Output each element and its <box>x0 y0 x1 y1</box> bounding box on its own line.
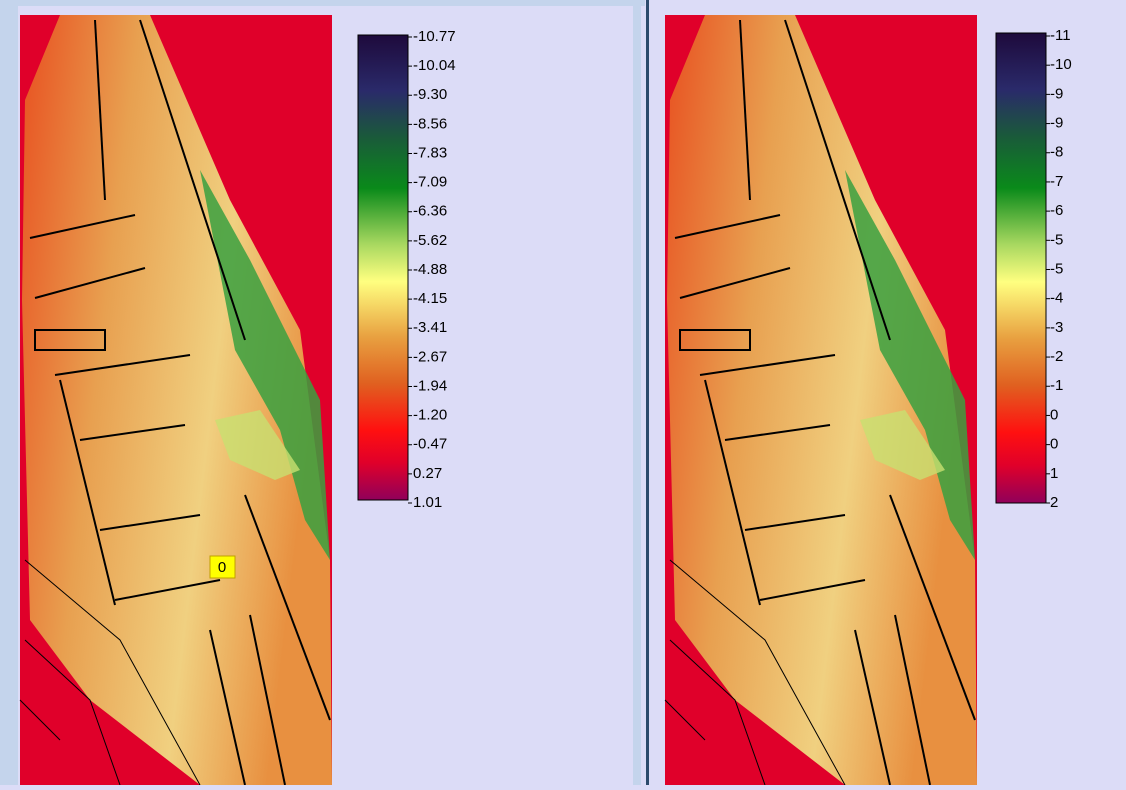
colorbar-label: -4.15 <box>413 290 447 307</box>
colorbar-label: 0 <box>1050 406 1058 423</box>
marker-label: 0 <box>218 559 226 576</box>
colorbar-label: -10.04 <box>413 57 456 74</box>
colorbar-left <box>358 35 408 500</box>
colorbar-label: -5 <box>1050 260 1063 277</box>
colorbar-label: -5.62 <box>413 232 447 249</box>
colorbar-label: -10 <box>1050 56 1072 73</box>
window-border <box>633 0 641 785</box>
colorbar-label: 1.01 <box>413 494 442 511</box>
window-border <box>0 0 645 6</box>
splitter[interactable] <box>646 0 649 785</box>
colorbar-label: -5 <box>1050 231 1063 248</box>
colorbar-label: -1.20 <box>413 407 447 424</box>
colorbar-label: -8.56 <box>413 115 447 132</box>
colorbar-label: -9 <box>1050 115 1063 132</box>
screenshot: 0 -10.77 -10.04 -9.30 -8.56 -7.83 -7.09 -6.36 -… <box>0 0 1126 785</box>
colorbar-label: -6 <box>1050 202 1063 219</box>
colorbar-right <box>996 33 1046 503</box>
window-border <box>0 0 18 785</box>
colorbar-label: -6.36 <box>413 203 447 220</box>
colorbar-label: -4.88 <box>413 261 447 278</box>
colorbar-label: -8 <box>1050 144 1063 161</box>
colorbar-label: -1.94 <box>413 377 447 394</box>
colorbar-label: 0.27 <box>413 465 442 482</box>
colorbar-label: 1 <box>1050 465 1058 482</box>
colorbar-label: -7 <box>1050 173 1063 190</box>
colorbar-label: -9 <box>1050 85 1063 102</box>
colorbar-label: -7.09 <box>413 174 447 191</box>
colorbar-label: -0.47 <box>413 436 447 453</box>
depth-map-left <box>20 15 332 785</box>
colorbar-label: -11 <box>1050 27 1071 44</box>
colorbar-label: -9.30 <box>413 86 447 103</box>
colorbar-label: -10.77 <box>413 28 456 45</box>
colorbar-label: -2.67 <box>413 348 447 365</box>
colorbar-label: -1 <box>1050 377 1063 394</box>
colorbar-label: -7.83 <box>413 144 447 161</box>
colorbar-label: -2 <box>1050 348 1063 365</box>
depth-map-right <box>665 15 977 785</box>
colorbar-label: 0 <box>1050 436 1058 453</box>
colorbar-label: -3.41 <box>413 319 447 336</box>
colorbar-label: -3 <box>1050 319 1063 336</box>
colorbar-label: 2 <box>1050 494 1058 511</box>
colorbar-label: -4 <box>1050 290 1063 307</box>
